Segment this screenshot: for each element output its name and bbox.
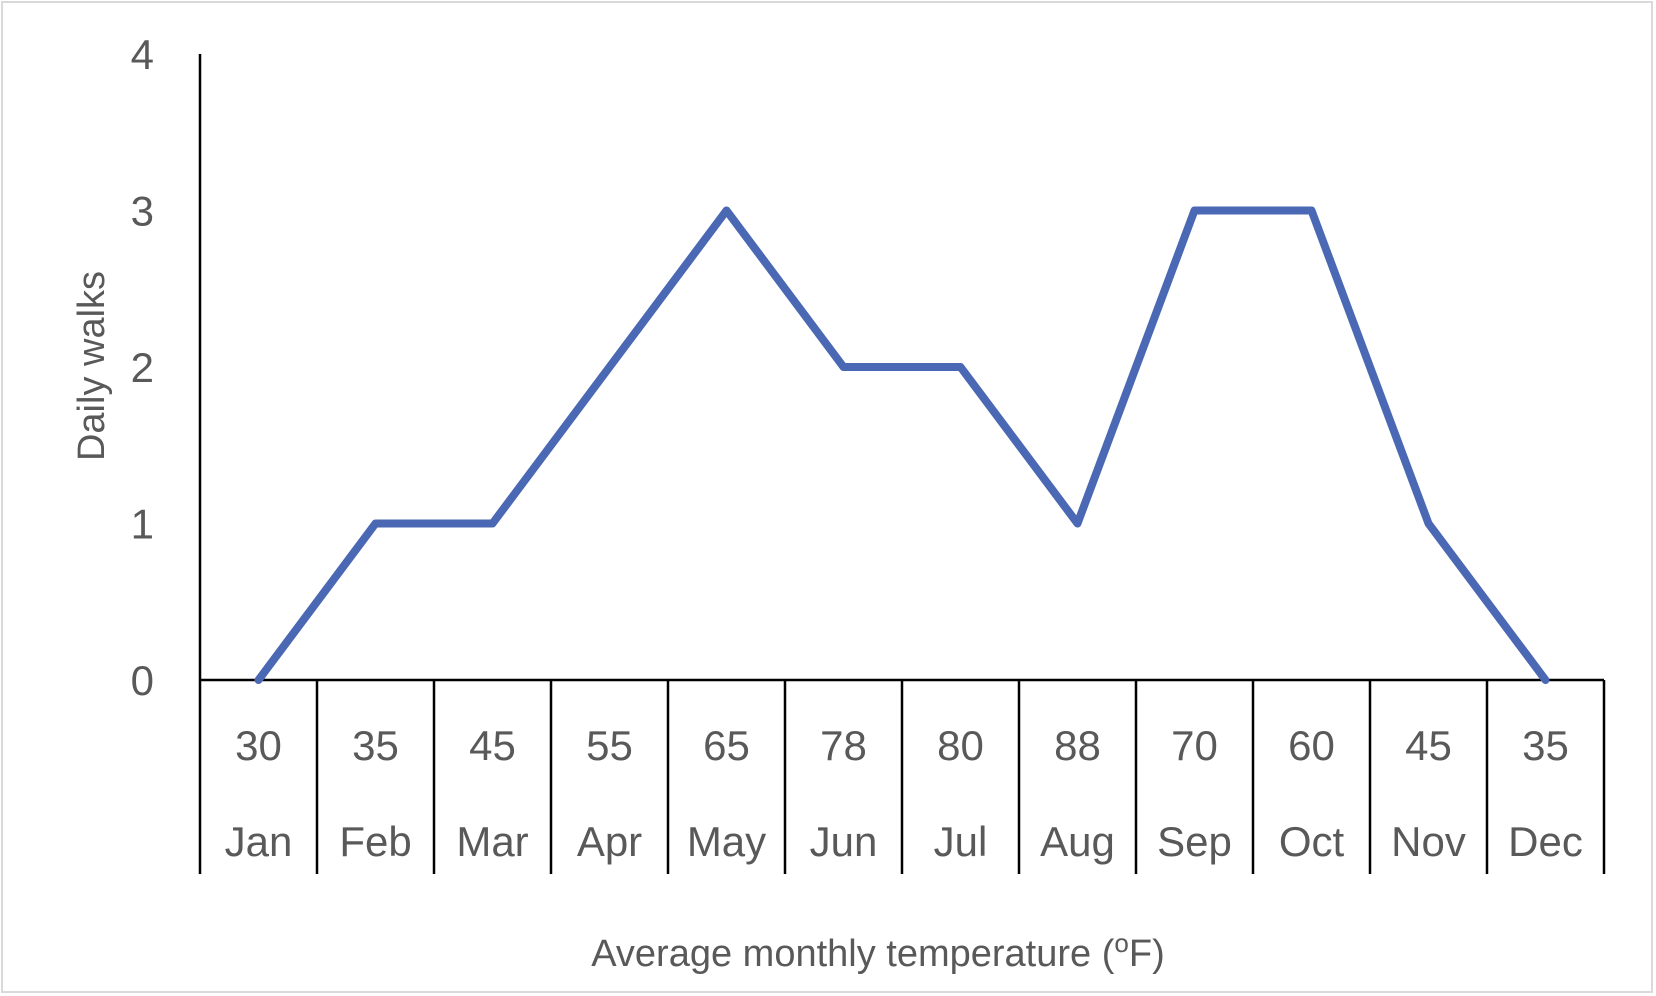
month-label: Nov <box>1391 818 1466 865</box>
month-label: Dec <box>1508 818 1583 865</box>
month-label: Aug <box>1040 818 1115 865</box>
month-label: Jul <box>934 818 988 865</box>
temperature-label: 70 <box>1171 722 1218 769</box>
x-axis-title-main: Average monthly temperature ( <box>591 933 1114 975</box>
month-label: Feb <box>339 818 411 865</box>
temperature-label: 55 <box>586 722 633 769</box>
x-axis-title: Average monthly temperature (oF) <box>591 928 1164 975</box>
y-tick-label: 1 <box>131 501 154 548</box>
temperature-label: 65 <box>703 722 750 769</box>
y-tick-label: 2 <box>131 344 154 391</box>
temperature-label: 88 <box>1054 722 1101 769</box>
temperature-label: 45 <box>1405 722 1452 769</box>
temperature-label: 35 <box>1522 722 1569 769</box>
temperature-label: 35 <box>352 722 399 769</box>
data-point <box>726 210 727 211</box>
temperature-label: 45 <box>469 722 516 769</box>
month-label: Mar <box>456 818 528 865</box>
data-point <box>492 523 493 524</box>
y-axis-ticks: 0 1 2 3 4 <box>131 31 154 704</box>
y-tick-label: 0 <box>131 657 154 704</box>
data-point <box>1311 210 1312 211</box>
month-label: Apr <box>577 818 642 865</box>
month-label: Sep <box>1157 818 1232 865</box>
temperature-labels: 30 35 45 55 65 78 80 88 70 60 45 35 <box>235 722 1569 769</box>
data-point <box>960 366 961 368</box>
temperature-label: 80 <box>937 722 984 769</box>
x-axis-title-unit: F) <box>1129 933 1165 975</box>
month-label: Jan <box>225 818 293 865</box>
series-line <box>254 206 1550 684</box>
data-point <box>375 523 376 524</box>
temperature-label: 78 <box>820 722 867 769</box>
temperature-label: 60 <box>1288 722 1335 769</box>
month-label: Jun <box>810 818 878 865</box>
data-point <box>609 366 610 368</box>
temperature-label: 30 <box>235 722 282 769</box>
month-label: Oct <box>1279 818 1345 865</box>
data-point <box>1428 523 1429 524</box>
data-point <box>1077 523 1078 524</box>
data-point <box>258 679 259 681</box>
x-axis-title-degree: o <box>1114 928 1128 958</box>
category-table-lines <box>198 680 1606 874</box>
month-labels: Jan Feb Mar Apr May Jun Jul Aug Sep Oct Nov Dec <box>225 818 1583 865</box>
y-axis-title: Daily walks <box>71 271 113 461</box>
series-layer <box>254 206 1550 684</box>
data-point <box>1194 210 1195 211</box>
month-label: May <box>687 818 766 865</box>
y-tick-label: 4 <box>131 31 154 78</box>
y-tick-label: 3 <box>131 188 154 235</box>
data-point <box>843 366 844 368</box>
data-point <box>1545 679 1546 681</box>
